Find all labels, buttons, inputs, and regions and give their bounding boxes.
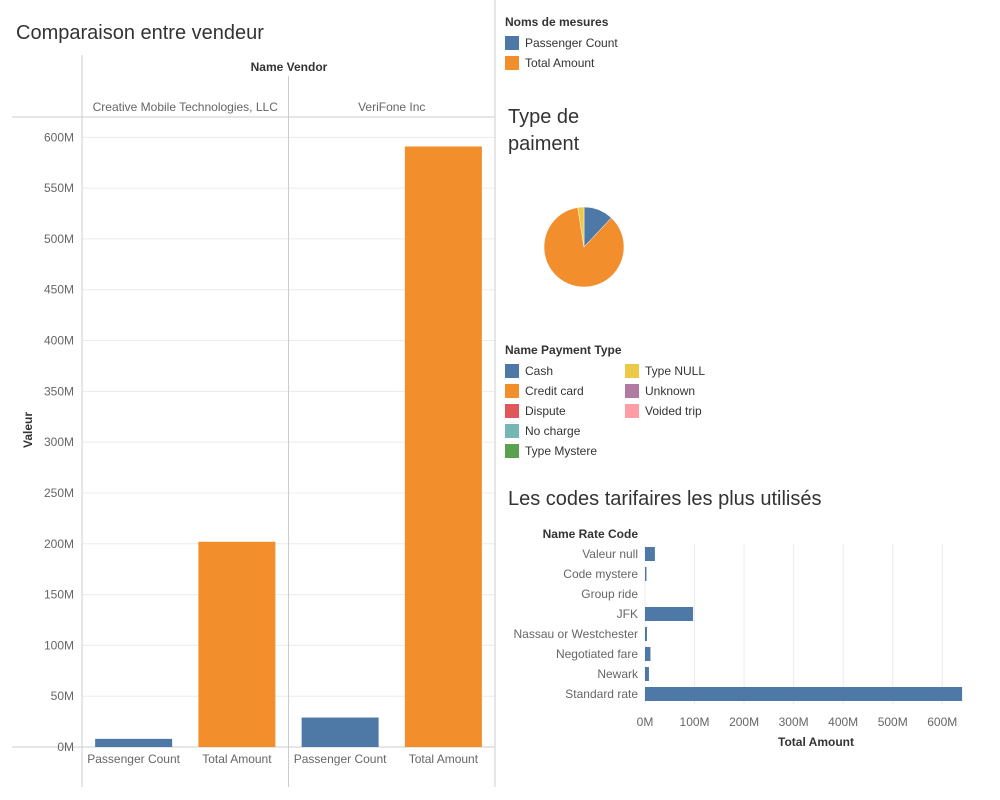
vendor-x-category-label: Passenger Count (87, 752, 180, 766)
legend-swatch (625, 384, 639, 398)
payment-chart-title: Type de paiment (508, 104, 579, 158)
rate-bar[interactable] (645, 567, 647, 581)
legend-label: Cash (525, 364, 554, 378)
vendor-facet-label: VeriFone Inc (358, 100, 425, 114)
rate-x-tick-label: 600M (927, 715, 957, 729)
legend-item-total-amount[interactable]: Total Amount (505, 53, 618, 73)
legend-item-voided-trip[interactable]: Voided trip (625, 401, 705, 421)
legend-label: Type NULL (645, 364, 706, 378)
payment-title-line1: Type de (508, 106, 580, 128)
vendor-bar[interactable] (198, 541, 276, 747)
vendor-y-tick-label: 550M (44, 181, 74, 195)
rate-category-label: Negotiated fare (556, 647, 638, 661)
vendor-chart-title: Comparaison entre vendeur (16, 22, 264, 44)
vendor-x-category-label: Total Amount (409, 752, 479, 766)
legend-item-cash[interactable]: Cash (505, 361, 625, 381)
rate-bar[interactable] (645, 667, 649, 681)
rate-bar[interactable] (645, 647, 651, 661)
rate-category-label: Group ride (581, 587, 638, 601)
legend-item-dispute[interactable]: Dispute (505, 401, 625, 421)
rate-x-tick-label: 0M (637, 715, 654, 729)
legend-label: Passenger Count (525, 36, 618, 50)
legend-swatch (505, 444, 519, 458)
legend-label: Type Mystere (525, 444, 598, 458)
rate-category-label: Nassau or Westchester (514, 627, 639, 641)
vendor-y-tick-label: 450M (44, 283, 74, 297)
vendor-facet-header: Name Vendor (251, 60, 328, 74)
legend-label: Total Amount (525, 56, 595, 70)
rate-x-tick-label: 200M (729, 715, 759, 729)
rate-x-tick-label: 500M (878, 715, 908, 729)
legend-swatch (505, 36, 519, 50)
legend-swatch (505, 424, 519, 438)
rate-y-axis-title: Name Rate Code (543, 527, 639, 541)
rate-category-label: JFK (617, 607, 638, 621)
payment-pie-chart (543, 206, 625, 288)
vendor-y-tick-label: 300M (44, 435, 74, 449)
legend-item-passenger-count[interactable]: Passenger Count (505, 33, 618, 53)
rate-code-bar-chart: Name Rate Code Total Amount Valeur null C… (514, 527, 963, 749)
vendor-y-tick-label: 400M (44, 334, 74, 348)
payment-legend-title: Name Payment Type (505, 343, 622, 357)
rate-x-axis-label: Total Amount (778, 735, 854, 749)
legend-label: Credit card (525, 384, 584, 398)
legend-label: Voided trip (645, 404, 702, 418)
rate-bar[interactable] (645, 687, 963, 701)
legend-label: No charge (525, 424, 581, 438)
rate-bar[interactable] (645, 547, 655, 561)
legend-item-type-null[interactable]: Type NULL (625, 361, 705, 381)
rate-chart-title: Les codes tarifaires les plus utilisés (508, 488, 822, 510)
legend-swatch (625, 364, 639, 378)
payment-title-line2: paiment (508, 133, 580, 155)
vendor-x-category-label: Passenger Count (294, 752, 387, 766)
vendor-y-tick-label: 50M (51, 689, 74, 703)
vendor-y-tick-label: 600M (44, 130, 74, 144)
pie-slice[interactable] (543, 207, 625, 288)
legend-item-no-charge[interactable]: No charge (505, 421, 625, 441)
legend-swatch (625, 404, 639, 418)
vendor-bar-chart: Name Vendor Valeur Creative Mobile Techn… (12, 0, 496, 787)
vendor-bar[interactable] (301, 717, 379, 747)
vendor-y-tick-label: 500M (44, 232, 74, 246)
vendor-y-tick-label: 0M (57, 740, 74, 754)
legend-swatch (505, 404, 519, 418)
rate-bar[interactable] (645, 627, 647, 641)
legend-label: Dispute (525, 404, 566, 418)
rate-category-label: Valeur null (582, 547, 638, 561)
rate-x-tick-label: 100M (680, 715, 710, 729)
pie-slice[interactable] (577, 206, 585, 248)
legend-item-unknown[interactable]: Unknown (625, 381, 705, 401)
vendor-facet-label: Creative Mobile Technologies, LLC (93, 100, 279, 114)
rate-category-label: Code mystere (563, 567, 638, 581)
measures-legend: Noms de mesures Passenger Count Total Am… (505, 15, 618, 73)
legend-swatch (505, 384, 519, 398)
legend-swatch (505, 56, 519, 70)
legend-item-credit-card[interactable]: Credit card (505, 381, 625, 401)
vendor-y-tick-label: 250M (44, 486, 74, 500)
rate-x-tick-label: 400M (828, 715, 858, 729)
vendor-y-axis-label: Valeur (21, 412, 35, 448)
vendor-bar[interactable] (95, 738, 173, 747)
measures-legend-title: Noms de mesures (505, 15, 609, 29)
vendor-y-tick-label: 150M (44, 588, 74, 602)
rate-bar[interactable] (645, 607, 694, 621)
payment-legend: Name Payment Type Cash Credit card Dispu… (505, 343, 805, 461)
legend-item-type-mystere[interactable]: Type Mystere (505, 441, 625, 461)
vendor-y-tick-label: 200M (44, 537, 74, 551)
rate-x-tick-label: 300M (779, 715, 809, 729)
rate-category-label: Newark (597, 667, 639, 681)
legend-label: Unknown (645, 384, 696, 398)
legend-swatch (505, 364, 519, 378)
rate-category-label: Standard rate (565, 687, 638, 701)
vendor-y-tick-label: 100M (44, 638, 74, 652)
vendor-x-category-label: Total Amount (202, 752, 272, 766)
vendor-bar[interactable] (404, 146, 482, 747)
vendor-y-tick-label: 350M (44, 384, 74, 398)
